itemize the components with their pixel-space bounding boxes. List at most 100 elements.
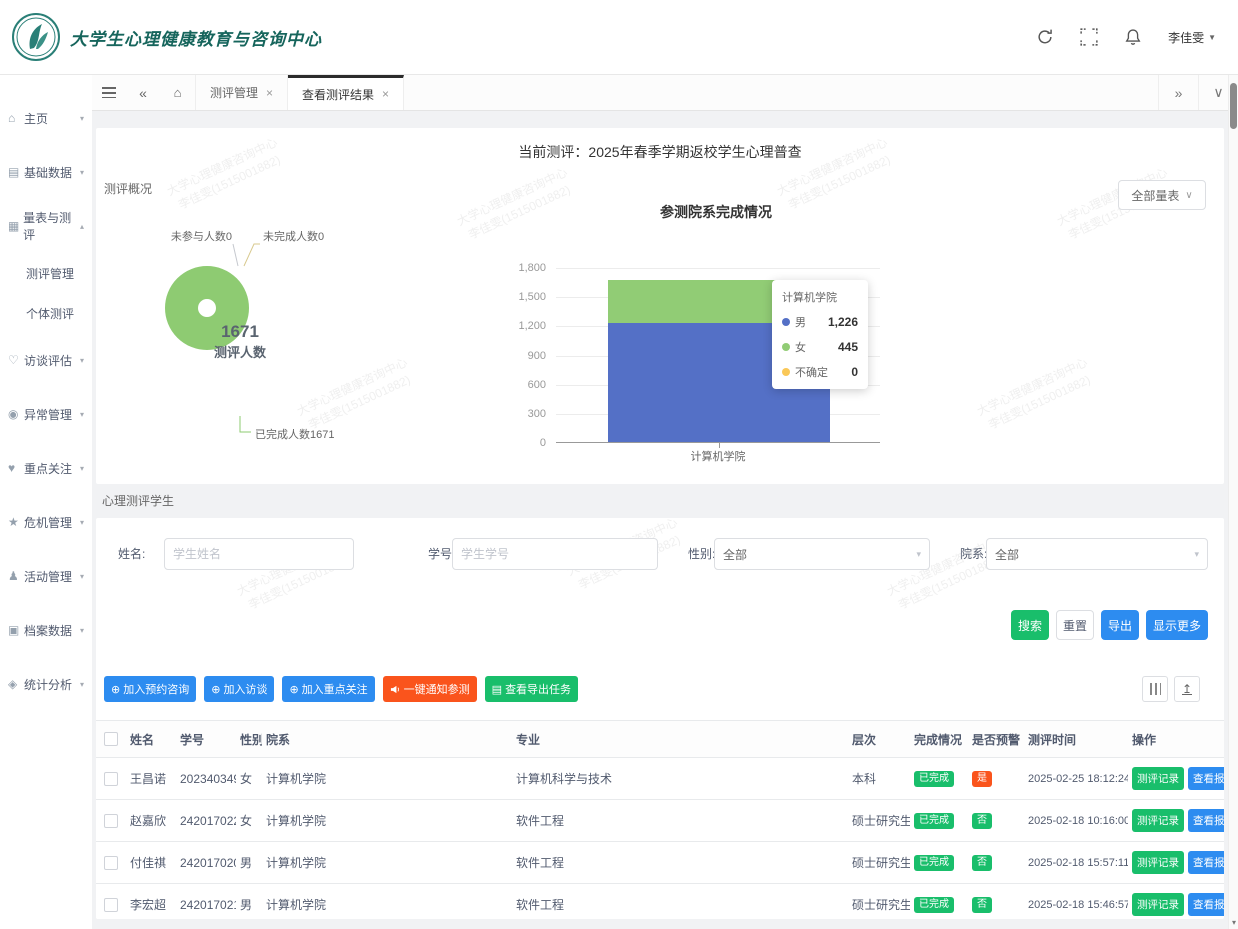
tabbar-right: » ∨ <box>1158 75 1238 110</box>
expand-tabs-icon[interactable]: » <box>1158 75 1198 110</box>
caret-down-icon: ▾ <box>79 517 84 527</box>
sidebar-subitem-assessment-management[interactable]: 测评管理 <box>26 266 75 281</box>
view-report-button[interactable]: 查看报告 <box>1188 767 1224 790</box>
students-table: 姓名 学号 性别 院系 专业 层次 完成情况 是否预警 测评时间 操作 <box>96 720 1224 919</box>
home-icon: ⌂ <box>173 85 182 100</box>
caret-down-icon: ▾ <box>79 113 84 123</box>
gender-filter-select[interactable]: 全部 ▾ <box>714 538 930 570</box>
sidebar-item-interview-evaluation[interactable]: ♡ 访谈评估 ▾ <box>8 353 84 368</box>
scrollbar-down-arrow-icon[interactable]: ▾ <box>1231 918 1236 927</box>
export-table-button[interactable]: ↥ <box>1174 676 1200 702</box>
warning-badge: 否 <box>972 813 992 829</box>
column-bars-icon <box>1149 683 1161 695</box>
view-export-tasks-button[interactable]: ▤ 查看导出任务 <box>484 676 579 702</box>
search-button[interactable]: 搜索 <box>1010 610 1049 640</box>
menu-list-icon[interactable] <box>92 75 126 110</box>
assessment-record-button[interactable]: 测评记录 <box>1132 851 1184 874</box>
sidebar-item-crisis-management[interactable]: ★ 危机管理 ▾ <box>8 515 84 530</box>
caret-down-icon: ▾ <box>79 679 84 689</box>
bar-chart-title: 参测院系完成情况 <box>660 204 772 220</box>
status-badge: 已完成 <box>914 855 954 871</box>
assessment-record-button[interactable]: 测评记录 <box>1132 893 1184 916</box>
plus-circle-icon: ⊕ <box>211 683 221 696</box>
table-row: 李宏超 2420170211 男 计算机学院 软件工程 硕士研究生 已完成 否 … <box>96 884 1224 919</box>
vertical-scrollbar[interactable]: ▾ <box>1228 75 1238 929</box>
tab-bar: « ⌂ 测评管理 × 查看测评结果 × » ∨ <box>92 75 1238 111</box>
table-row: 付佳祺 2420170204 男 计算机学院 软件工程 硕士研究生 已完成 否 … <box>96 842 1224 884</box>
tab-view-assessment-results[interactable]: 查看测评结果 × <box>288 75 405 110</box>
sidebar-item-home[interactable]: ⌂ 主页 ▾ <box>8 111 84 126</box>
row-checkbox[interactable] <box>104 855 118 870</box>
name-filter-label: 姓名: <box>118 547 146 561</box>
close-icon[interactable]: × <box>382 87 390 101</box>
donut-chart: 未参与人数0 未完成人数0 已完成人数1671 1671 测评人数 <box>156 220 476 460</box>
status-badge: 已完成 <box>914 897 954 913</box>
user-caret-icon: ▼ <box>1208 32 1216 42</box>
view-report-button[interactable]: 查看报告 <box>1188 893 1224 916</box>
collapse-tabs-icon[interactable]: « <box>139 84 147 101</box>
gender-filter-label: 性别: <box>688 547 716 561</box>
row-checkbox[interactable] <box>104 771 118 786</box>
sidebar-item-scales-assessment[interactable]: ▦ 量表与测评 ▴ <box>8 211 84 242</box>
content: 大学心理健康咨询中心 李佳雯(1515001882) 大学心理健康咨询中心 李佳雯(… <box>92 111 1238 929</box>
caret-down-icon: ▾ <box>79 355 84 365</box>
warning-badge: 是 <box>972 771 992 787</box>
sidebar-item-base-data[interactable]: ▤ 基础数据 ▾ <box>8 165 84 180</box>
column-settings-button[interactable] <box>1142 676 1168 702</box>
archive-icon: ▣ <box>8 623 20 637</box>
document-icon: ▤ <box>491 683 503 696</box>
notify-all-button[interactable]: 一键通知参测 <box>382 676 477 702</box>
assessment-record-button[interactable]: 测评记录 <box>1132 809 1184 832</box>
row-checkbox[interactable] <box>104 897 118 912</box>
student-id-filter-input[interactable] <box>452 538 658 570</box>
table-row: 赵嘉欣 2420170225 女 计算机学院 软件工程 硕士研究生 已完成 否 … <box>96 800 1224 842</box>
sidebar-item-key-focus[interactable]: ♥ 重点关注 ▾ <box>8 461 84 476</box>
x-axis-tick <box>719 443 720 448</box>
sidebar-item-abnormal-management[interactable]: ◉ 异常管理 ▾ <box>8 407 84 422</box>
donut-ring[interactable] <box>165 266 249 350</box>
name-filter-input[interactable] <box>164 538 354 570</box>
tab-assessment-management[interactable]: 测评管理 × <box>196 75 289 110</box>
donut-label-not-joined: 未参与人数0 <box>170 231 232 243</box>
add-key-focus-button[interactable]: ⊕ 加入重点关注 <box>282 676 375 702</box>
assessment-record-button[interactable]: 测评记录 <box>1132 767 1184 790</box>
donut-callout-lines <box>232 243 260 433</box>
select-all-checkbox[interactable] <box>104 732 118 746</box>
row-checkbox[interactable] <box>104 813 118 828</box>
sidebar-item-archive-data[interactable]: ▣ 档案数据 ▾ <box>8 623 84 638</box>
show-more-button[interactable]: 显示更多 <box>1145 610 1208 640</box>
scale-filter-dropdown[interactable]: 全部量表 ∨ <box>1118 180 1206 210</box>
export-button[interactable]: 导出 <box>1100 610 1139 640</box>
notification-bell-icon[interactable] <box>1124 28 1142 46</box>
fullscreen-icon[interactable] <box>1080 28 1098 46</box>
reset-button[interactable]: 重置 <box>1055 610 1094 640</box>
scrollbar-thumb[interactable] <box>1230 83 1237 129</box>
bar-chart-x-label: 计算机学院 <box>690 451 746 463</box>
view-report-button[interactable]: 查看报告 <box>1188 809 1224 832</box>
sidebar-item-activity-management[interactable]: ♟ 活动管理 ▾ <box>8 569 84 584</box>
sidebar-item-statistics[interactable]: ◈ 统计分析 ▾ <box>8 677 84 692</box>
star-icon: ★ <box>8 515 19 529</box>
tab-home[interactable]: ⌂ <box>160 75 196 110</box>
donut-center-text: 1671 测评人数 <box>213 321 266 360</box>
assessment-overview-card: 大学心理健康咨询中心 李佳雯(1515001882) 大学心理健康咨询中心 李佳雯(… <box>96 128 1224 484</box>
view-report-button[interactable]: 查看报告 <box>1188 851 1224 874</box>
department-filter-label: 院系: <box>960 547 988 561</box>
shield-icon: ♡ <box>8 353 19 367</box>
add-appointment-counseling-button[interactable]: ⊕ 加入预约咨询 <box>104 676 197 702</box>
warning-badge: 否 <box>972 855 992 871</box>
table-tool-icons: ↥ <box>1142 676 1200 702</box>
close-icon[interactable]: × <box>266 85 274 100</box>
user-menu[interactable]: 李佳雯 ▼ <box>1168 29 1216 46</box>
sidebar: ⌂ 主页 ▾ ▤ 基础数据 ▾ ▦ 量表与测评 ▴ 测评管理 个体测评 ♡ <box>0 75 92 929</box>
department-filter-select[interactable]: 全部 ▾ <box>986 538 1208 570</box>
refresh-icon[interactable] <box>1036 28 1054 46</box>
donut-label-unfinished: 未完成人数0 <box>263 231 325 243</box>
sidebar-subitem-individual-assessment[interactable]: 个体测评 <box>26 306 75 321</box>
add-interview-button[interactable]: ⊕ 加入访谈 <box>204 676 275 702</box>
filter-button-row: 搜索 重置 导出 显示更多 <box>1010 610 1208 640</box>
tab-options-chevron-icon[interactable]: ∨ <box>1198 75 1238 110</box>
speaker-icon <box>390 685 399 693</box>
status-badge: 已完成 <box>914 771 954 787</box>
caret-down-icon: ▾ <box>916 548 921 559</box>
